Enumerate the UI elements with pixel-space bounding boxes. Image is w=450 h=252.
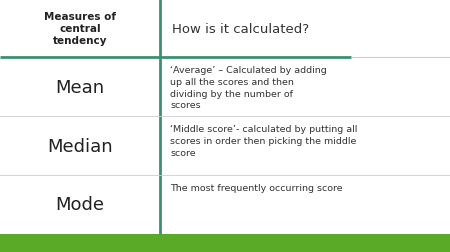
Text: Median: Median [47, 137, 113, 155]
Text: Measures of
central
tendency: Measures of central tendency [44, 12, 116, 45]
Text: ‘Average’ – Calculated by adding
up all the scores and then
dividing by the numb: ‘Average’ – Calculated by adding up all … [170, 66, 327, 110]
Text: ‘Middle score’- calculated by putting all
scores in order then picking the middl: ‘Middle score’- calculated by putting al… [170, 124, 357, 157]
Text: The most frequently occurring score: The most frequently occurring score [170, 183, 342, 192]
Text: Mode: Mode [55, 196, 104, 214]
Text: How is it calculated?: How is it calculated? [172, 22, 309, 35]
Text: Mean: Mean [55, 78, 104, 96]
Bar [0, 234, 450, 252]
